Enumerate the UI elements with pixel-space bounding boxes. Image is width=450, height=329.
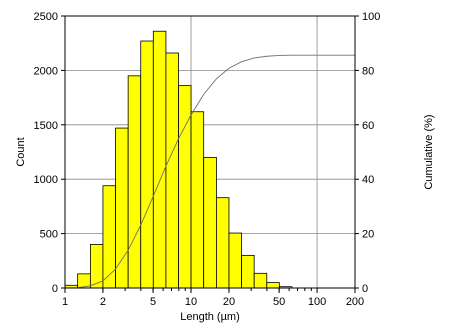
tick-layer: 1 2 5 10 20 50 100 2000500100015002000250002040…	[34, 11, 381, 308]
y-tick-label: 500	[40, 229, 58, 241]
histogram-bar	[115, 127, 129, 289]
histogram-bar	[241, 254, 255, 289]
histogram-bar	[228, 232, 243, 289]
x-tick-label: 20	[223, 296, 235, 308]
histogram-bar	[190, 111, 205, 289]
x-tick-label: 2	[100, 296, 106, 308]
axis-layer	[61, 15, 359, 293]
y2-tick-label: 100	[362, 11, 380, 23]
y2-tick-label: 80	[362, 65, 374, 77]
cumulative-curve	[64, 54, 355, 289]
bar-layer	[64, 30, 293, 289]
x-tick-label: 1	[62, 296, 68, 308]
y-tick-label: 0	[52, 283, 58, 295]
y-axis-label: Count	[15, 137, 27, 166]
y-tick-label: 1500	[34, 120, 58, 132]
x-tick-label: 200	[346, 296, 364, 308]
histogram-bar	[127, 75, 142, 289]
y2-tick-label: 20	[362, 229, 374, 241]
histogram-bar	[152, 30, 167, 289]
y2-axis-label: Cumulative (%)	[423, 114, 435, 189]
histogram-bar	[165, 52, 179, 289]
y-tick-label: 2000	[34, 65, 58, 77]
x-tick-label: 100	[308, 296, 326, 308]
x-tick-label: 50	[273, 296, 285, 308]
x-tick-label: 10	[185, 296, 197, 308]
histogram-bar	[253, 272, 268, 289]
y2-tick-label: 60	[362, 120, 374, 132]
y-tick-label: 2500	[34, 11, 58, 23]
histogram-bar	[266, 282, 280, 289]
y-tick-label: 1000	[34, 174, 58, 186]
histogram-bar	[178, 85, 192, 289]
histogram-bar	[140, 40, 154, 289]
histogram-bar	[203, 157, 217, 289]
y2-tick-label: 40	[362, 174, 374, 186]
y2-tick-label: 0	[362, 283, 368, 295]
x-axis-label: Length (µm)	[180, 311, 240, 323]
line-layer	[64, 54, 355, 289]
histogram-bar	[216, 197, 230, 289]
histogram-bar	[102, 185, 116, 289]
x-tick-label: 5	[150, 296, 156, 308]
